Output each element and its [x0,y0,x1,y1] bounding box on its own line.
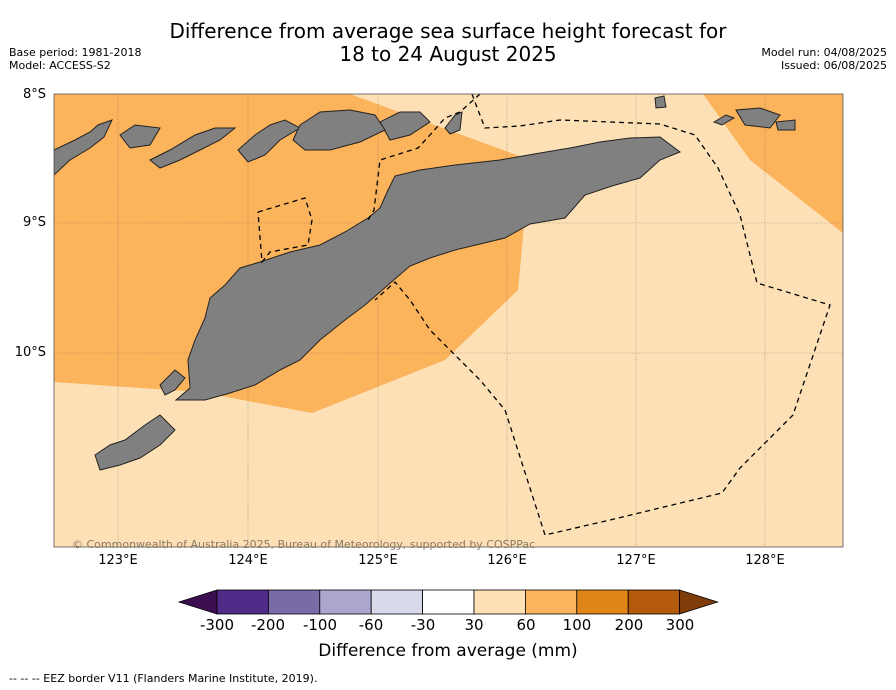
lon-label-124e: 124°E [228,553,268,568]
lon-label-128e: 128°E [745,553,785,568]
colorbar-tick: -200 [250,616,286,634]
colorbar-tick: -300 [199,616,235,634]
eez-border-west [367,94,481,221]
colorbar-extend-max [679,589,719,615]
colorbar-tick: 200 [614,616,644,634]
model-run-text: Model run: 04/08/2025 [761,46,887,59]
eez-border-oecusse [257,197,313,264]
eez-legend-footnote: -- -- -- EEZ border V11 (Flanders Marine… [9,672,318,685]
alor-wetar-islands [379,111,431,141]
lon-label-125e: 125°E [358,553,398,568]
lon-label-126e: 126°E [487,553,527,568]
flores-islands [54,119,113,176]
sea-mid-band-northeast [703,94,843,233]
map-title: Difference from average sea surface heig… [0,20,896,66]
timor-island [174,136,682,401]
landmasses [54,95,796,471]
colorbar-label: Difference from average (mm) [318,641,578,661]
colorbar-segment [576,589,629,615]
colorbar-segment [473,589,526,615]
colorbar-segment [525,589,578,615]
rote-island [159,369,186,396]
colorbar-segment [216,589,269,615]
moa-island [712,114,736,126]
base-period-text: Base period: 1981-2018 [9,46,142,59]
colorbar-tick: 100 [562,616,592,634]
wetar-island [292,109,386,151]
colorbar-tick: 30 [464,616,484,634]
atauro-island [444,111,463,135]
colorbar-segment [422,589,475,615]
title-line-2: 18 to 24 August 2025 [339,42,557,66]
pantar-island [149,127,237,169]
lon-label-127e: 127°E [616,553,656,568]
colorbar-tick: -60 [358,616,384,634]
colorbar-segment [370,589,424,615]
leti-island [654,95,667,109]
colorbar-extend-min [177,589,218,615]
issued-text: Issued: 06/08/2025 [780,59,887,72]
sabu-island [94,414,176,471]
eez-border [374,94,831,536]
lat-label-10s: 10°S [14,345,46,360]
meta-right: Model run: 04/08/2025 Issued: 06/08/2025 [761,46,887,72]
sermata-island [775,119,796,131]
meta-left: Base period: 1981-2018 Model: ACCESS-S2 [9,46,141,72]
lat-label-8s: 8°S [22,87,46,102]
title-line-1: Difference from average sea surface heig… [169,19,727,43]
lembata-island [119,124,161,149]
lakor-island [735,107,781,129]
colorbar-segment [319,589,372,615]
map-frame [53,93,844,548]
colorbar-tick: -30 [410,616,436,634]
colorbar-segment [267,589,321,615]
model-text: Model: ACCESS-S2 [9,59,111,72]
colorbar-tick: 60 [516,616,536,634]
colorbar-tick: 300 [665,616,695,634]
lat-label-9s: 9°S [22,215,46,230]
copyright-text: © Commonwealth of Australia 2025, Bureau… [72,538,536,551]
colorbar-segment [627,589,681,615]
colorbar-tick: -100 [302,616,338,634]
lon-label-123e: 123°E [98,553,138,568]
